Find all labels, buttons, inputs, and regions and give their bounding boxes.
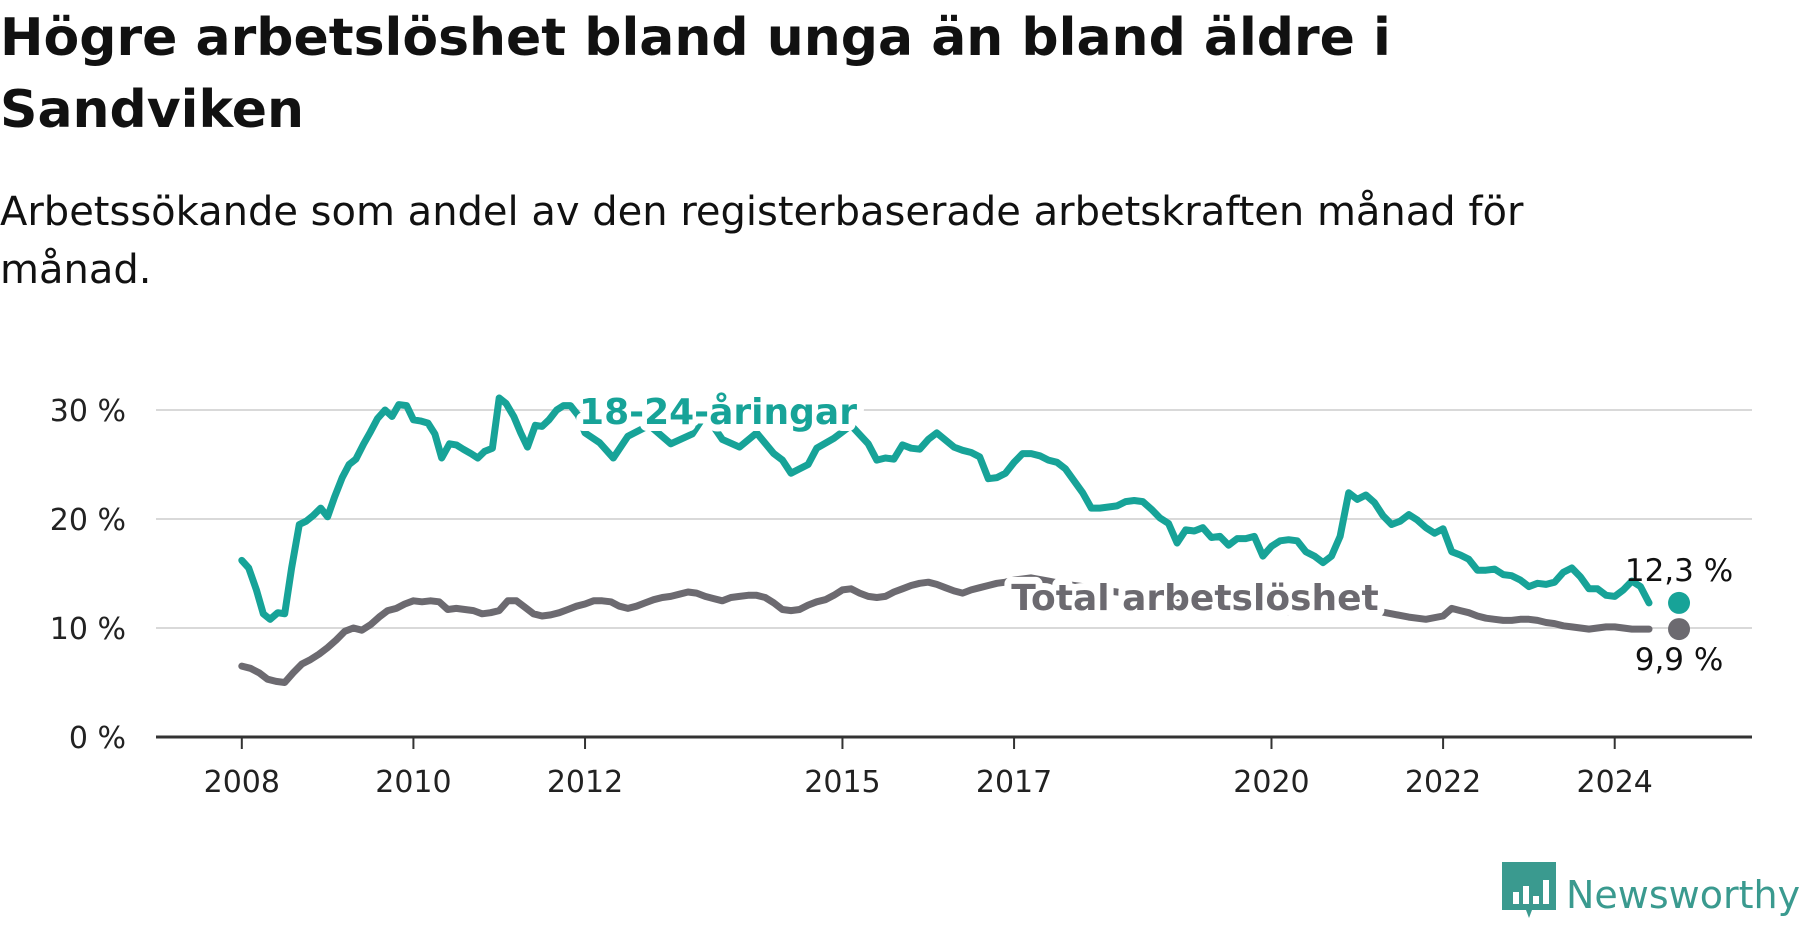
youth-end-value: 12,3 % xyxy=(1625,553,1733,589)
youth-end-marker xyxy=(1668,591,1691,614)
total-end-value: 9,9 % xyxy=(1635,642,1724,678)
chart-title: Högre arbetslöshet bland unga än bland ä… xyxy=(0,8,1391,140)
x-tick-label: 2024 xyxy=(1577,765,1653,800)
total-series-line xyxy=(238,574,1653,686)
total-end-marker xyxy=(1668,618,1691,641)
newsworthy-logo[interactable]: Newsworthy xyxy=(1500,848,1800,948)
total-series-label: Total arbetslöshet xyxy=(1011,578,1379,619)
youth-series-label: 18-24-åringar xyxy=(579,392,857,433)
x-tick-label: 2008 xyxy=(204,765,280,800)
y-tick-label: 30 % xyxy=(50,394,126,429)
x-tick-label: 2022 xyxy=(1405,765,1481,800)
newsworthy-logo-icon xyxy=(1502,862,1556,918)
newsworthy-wordmark: Newsworthy xyxy=(1566,873,1800,917)
x-tick-label: 2012 xyxy=(547,765,623,800)
youth-series-line xyxy=(238,394,1653,623)
y-tick-label: 20 % xyxy=(50,503,126,538)
y-tick-label: 10 % xyxy=(50,612,126,647)
x-tick-label: 2017 xyxy=(976,765,1052,800)
x-tick-label: 2010 xyxy=(375,765,451,800)
y-tick-label: 0 % xyxy=(69,721,126,756)
total-series-label-halo: Total arbetslöshet xyxy=(1011,578,1379,619)
chart-subtitle: Arbetssökande som andel av den registerb… xyxy=(0,189,1524,293)
x-tick-label: 2015 xyxy=(804,765,880,800)
x-tick-label: 2020 xyxy=(1233,765,1309,800)
youth-series-label-halo: 18-24-åringar xyxy=(579,392,857,433)
